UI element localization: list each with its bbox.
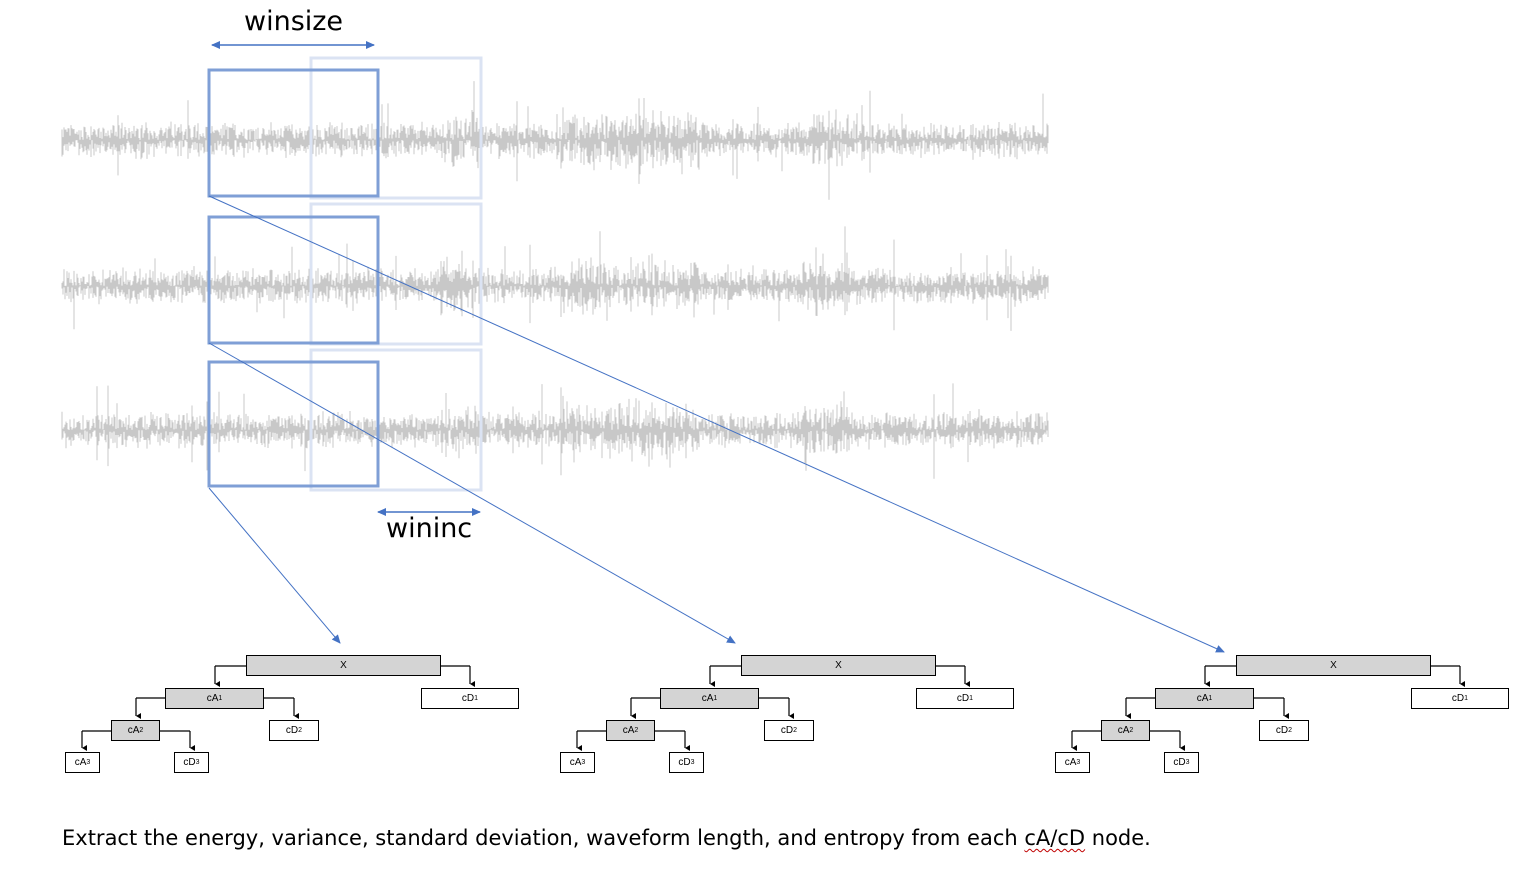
tree3-root-label: X: [1330, 660, 1337, 671]
tree3-ca3-subscript: 3: [1076, 759, 1081, 766]
tree3-ca3-label: cA: [1064, 757, 1077, 768]
tree3-cd2-label: cD: [1275, 725, 1289, 736]
tree3-cd1-label: cD: [1451, 693, 1465, 704]
tree2-cd1-node: cD 1: [916, 688, 1014, 709]
tree3-ca1-label: cA: [1196, 693, 1209, 704]
tree1-cd1-label: cD: [461, 693, 475, 704]
tree1-ca2-label: cA: [127, 725, 140, 736]
tree3-cd3-subscript: 3: [1185, 759, 1190, 766]
mapping-arrow-3: [208, 195, 1225, 653]
signal-trace-3: [61, 383, 1049, 479]
tree2-ca3-subscript: 3: [581, 759, 586, 766]
tree1-cd3-node: cD 3: [174, 752, 209, 773]
window-shifted-2: [309, 202, 483, 346]
tree2-ca3-label: cA: [569, 757, 582, 768]
tree2-ca1-subscript: 1: [713, 695, 718, 702]
tree2-cd2-node: cD 2: [764, 720, 814, 741]
tree2-root-label: X: [835, 660, 842, 671]
tree1-ca1-subscript: 1: [218, 695, 223, 702]
tree2-cd2-subscript: 2: [793, 727, 798, 734]
tree-connectors: [81, 665, 1465, 751]
tree2-cd1-subscript: 1: [969, 695, 974, 702]
tree3-cd2-subscript: 2: [1288, 727, 1293, 734]
window-shifted-3: [309, 348, 483, 492]
wininc-label: wininc: [386, 513, 473, 544]
tree3-cd2-node: cD 2: [1259, 720, 1309, 741]
tree1-ca3-subscript: 3: [86, 759, 91, 766]
caption-after: node.: [1085, 826, 1151, 850]
window-active-1: [207, 68, 380, 198]
window-shifted-1: [309, 56, 483, 200]
signal-trace-2: [61, 226, 1049, 331]
tree1-ca3-node: cA 3: [65, 752, 100, 773]
tree3-ca1-subscript: 1: [1208, 695, 1213, 702]
tree3-cd1-node: cD 1: [1411, 688, 1509, 709]
tree2-ca1-node: cA 1: [660, 688, 759, 709]
signal-traces: [61, 81, 1049, 479]
tree1-cd2-node: cD 2: [269, 720, 319, 741]
tree3-root-node: X: [1236, 655, 1431, 676]
tree2-cd1-label: cD: [956, 693, 970, 704]
tree2-root-node: X: [741, 655, 936, 676]
tree1-cd3-label: cD: [183, 757, 196, 768]
tree3-ca3-node: cA 3: [1055, 752, 1090, 773]
tree2-cd3-label: cD: [678, 757, 691, 768]
tree1-root-label: X: [340, 660, 347, 671]
tree2-cd3-subscript: 3: [690, 759, 695, 766]
tree2-cd2-label: cD: [780, 725, 794, 736]
tree3-ca2-label: cA: [1117, 725, 1130, 736]
tree1-root-node: X: [246, 655, 441, 676]
tree1-ca2-subscript: 2: [139, 727, 144, 734]
tree1-cd1-subscript: 1: [474, 695, 479, 702]
tree1-cd1-node: cD 1: [421, 688, 519, 709]
tree2-cd3-node: cD 3: [669, 752, 704, 773]
tree1-cd2-subscript: 2: [298, 727, 303, 734]
tree3-cd3-node: cD 3: [1164, 752, 1199, 773]
caption-text: Extract the energy, variance, standard d…: [62, 826, 1151, 850]
tree1-ca1-node: cA 1: [165, 688, 264, 709]
tree1-ca3-label: cA: [74, 757, 87, 768]
tree3-cd3-label: cD: [1173, 757, 1186, 768]
tree2-ca2-node: cA 2: [606, 720, 655, 741]
caption-before: Extract the energy, variance, standard d…: [62, 826, 1025, 850]
tree3-ca1-node: cA 1: [1155, 688, 1254, 709]
tree2-ca2-subscript: 2: [634, 727, 639, 734]
tree2-ca1-label: cA: [701, 693, 714, 704]
signal-trace-1: [61, 81, 1049, 200]
tree3-ca2-subscript: 2: [1129, 727, 1134, 734]
tree1-cd3-subscript: 3: [195, 759, 200, 766]
tree1-ca2-node: cA 2: [111, 720, 160, 741]
winsize-label: winsize: [244, 6, 344, 37]
tree2-ca3-node: cA 3: [560, 752, 595, 773]
window-active-3: [207, 360, 380, 488]
caption-highlight: cA/cD: [1024, 826, 1086, 850]
tree3-ca2-node: cA 2: [1101, 720, 1150, 741]
tree3-cd1-subscript: 1: [1464, 695, 1469, 702]
mapping-arrow-1: [208, 487, 341, 644]
tree1-cd2-label: cD: [285, 725, 299, 736]
tree1-ca1-label: cA: [206, 693, 219, 704]
tree2-ca2-label: cA: [622, 725, 635, 736]
window-active-2: [207, 215, 380, 345]
mapping-arrow-2: [208, 342, 736, 644]
